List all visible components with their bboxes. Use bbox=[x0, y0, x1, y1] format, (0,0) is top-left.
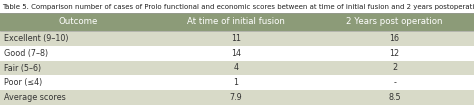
Text: 8.5: 8.5 bbox=[388, 93, 401, 102]
Bar bbox=[0, 13, 156, 31]
Text: 12: 12 bbox=[390, 49, 400, 58]
Text: 4: 4 bbox=[233, 64, 238, 72]
Bar bbox=[0, 90, 156, 105]
Text: Fair (5–6): Fair (5–6) bbox=[4, 64, 41, 72]
Bar bbox=[0, 61, 156, 75]
Text: 7.9: 7.9 bbox=[229, 93, 242, 102]
Text: 14: 14 bbox=[231, 49, 241, 58]
Bar bbox=[156, 31, 315, 46]
Text: Poor (≤4): Poor (≤4) bbox=[4, 78, 42, 87]
Text: -: - bbox=[393, 78, 396, 87]
Bar bbox=[315, 13, 474, 31]
Text: At time of initial fusion: At time of initial fusion bbox=[187, 18, 285, 26]
Text: Average scores: Average scores bbox=[4, 93, 66, 102]
Bar bbox=[315, 90, 474, 105]
Bar bbox=[156, 75, 315, 90]
Bar bbox=[156, 61, 315, 75]
Text: Good (7–8): Good (7–8) bbox=[4, 49, 48, 58]
Bar bbox=[156, 90, 315, 105]
Text: 11: 11 bbox=[231, 34, 241, 43]
Text: Outcome: Outcome bbox=[58, 18, 98, 26]
Bar bbox=[156, 46, 315, 61]
Text: 2 Years post operation: 2 Years post operation bbox=[346, 18, 443, 26]
Bar bbox=[315, 31, 474, 46]
Bar bbox=[0, 75, 156, 90]
Text: Excellent (9–10): Excellent (9–10) bbox=[4, 34, 69, 43]
Bar bbox=[0, 31, 156, 46]
Text: 2: 2 bbox=[392, 64, 397, 72]
Bar bbox=[315, 61, 474, 75]
Bar bbox=[156, 13, 315, 31]
Text: Table 5. Comparison number of cases of Prolo functional and economic scores betw: Table 5. Comparison number of cases of P… bbox=[2, 3, 474, 9]
Bar bbox=[0, 46, 156, 61]
Text: 16: 16 bbox=[390, 34, 400, 43]
Bar bbox=[315, 75, 474, 90]
Bar bbox=[315, 46, 474, 61]
Text: 1: 1 bbox=[233, 78, 238, 87]
